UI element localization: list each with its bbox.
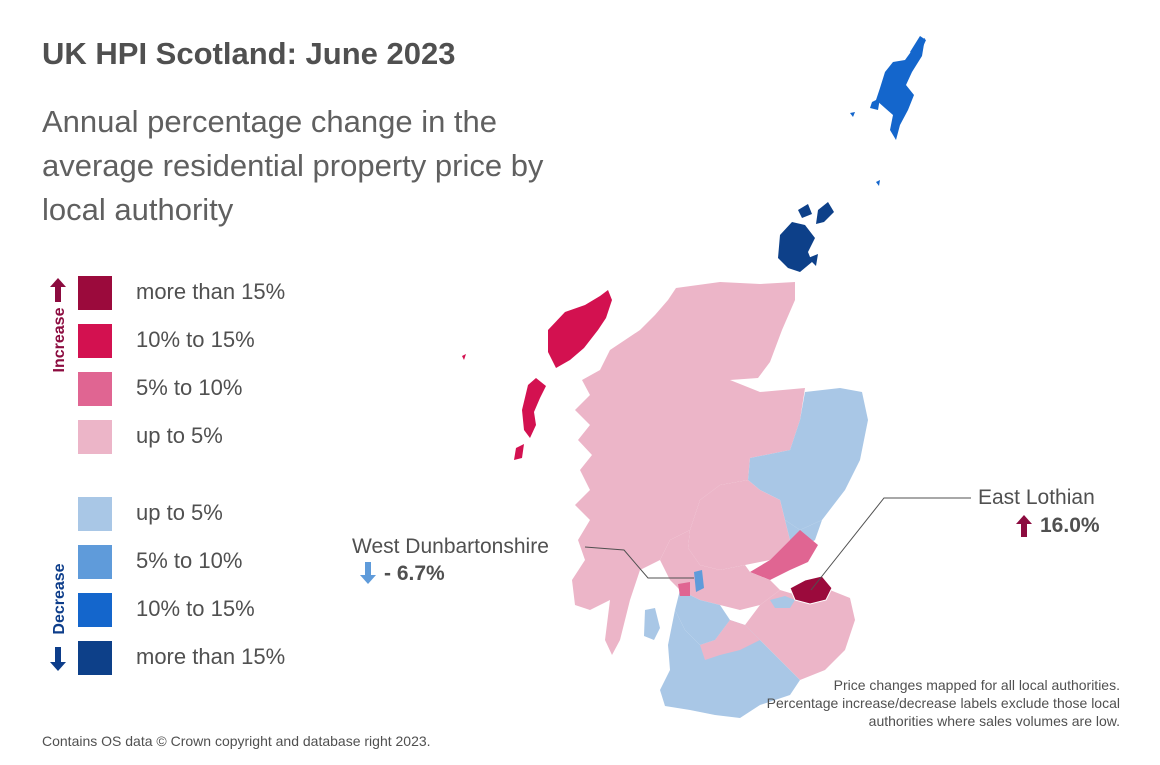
legend-label: more than 15% bbox=[136, 644, 286, 669]
edinburgh-area bbox=[770, 596, 795, 608]
legend-item-decrease-up-to-5: up to 5% bbox=[78, 497, 338, 531]
increase-arrow-icon bbox=[1016, 515, 1032, 537]
legend-swatch bbox=[78, 641, 112, 675]
legend-item-decrease-10-to-15: 10% to 15% bbox=[78, 593, 338, 627]
source-note: Contains OS data © Crown copyright and d… bbox=[42, 733, 431, 749]
western-isles bbox=[462, 290, 612, 460]
ayrshire-dumfries-region bbox=[660, 610, 800, 718]
legend-swatch bbox=[78, 420, 112, 454]
borders-region bbox=[745, 590, 855, 680]
south-lanarkshire-region bbox=[700, 620, 760, 660]
increase-arrow-icon bbox=[50, 278, 66, 302]
legend-swatch bbox=[78, 497, 112, 531]
legend-item-increase-5-to-10: 5% to 10% bbox=[78, 372, 338, 406]
fife-region bbox=[750, 530, 818, 580]
legend-swatch bbox=[78, 593, 112, 627]
map-title: UK HPI Scotland: June 2023 bbox=[42, 36, 456, 71]
callout-east-lothian-value: 16.0% bbox=[1040, 514, 1100, 537]
legend-label: 5% to 10% bbox=[136, 375, 243, 400]
method-note: Price changes mapped for all local autho… bbox=[766, 677, 1120, 729]
legend-label: up to 5% bbox=[136, 500, 223, 525]
legend-item-increase-more-than-15: more than 15% bbox=[78, 276, 338, 310]
decrease-arrow-icon bbox=[50, 647, 66, 671]
callout-west-dunbartonshire-value: - 6.7% bbox=[384, 562, 445, 585]
legend-label: more than 15% bbox=[136, 279, 286, 304]
legend-label: up to 5% bbox=[136, 423, 223, 448]
legend-swatch bbox=[78, 372, 112, 406]
legend-swatch bbox=[78, 276, 112, 310]
moray-aberdeenshire-region bbox=[748, 388, 868, 530]
legend-item-increase-up-to-5: up to 5% bbox=[78, 420, 338, 454]
arran-island bbox=[644, 608, 660, 640]
mainland-scotland bbox=[572, 282, 868, 718]
callout-east-lothian-name: East Lothian bbox=[978, 486, 1095, 509]
inverclyde-area bbox=[678, 582, 690, 596]
callout-west-dunbartonshire-name: West Dunbartonshire bbox=[352, 535, 549, 558]
legend-item-decrease-5-to-10: 5% to 10% bbox=[78, 545, 338, 579]
lanark-glasgow-region bbox=[675, 590, 730, 645]
decrease-arrow-icon bbox=[360, 562, 376, 584]
map-subtitle: Annual percentage change in the average … bbox=[42, 104, 544, 227]
shetland-islands bbox=[850, 36, 926, 186]
legend-swatch bbox=[78, 324, 112, 358]
highland-region bbox=[572, 282, 805, 655]
legend-item-increase-10-to-15: 10% to 15% bbox=[78, 324, 338, 358]
legend-label: 5% to 10% bbox=[136, 548, 243, 573]
callout-lines bbox=[584, 497, 971, 591]
legend-label: 10% to 15% bbox=[136, 596, 255, 621]
west-dunbartonshire-area bbox=[694, 570, 704, 592]
legend-label: 10% to 15% bbox=[136, 327, 255, 352]
legend-swatch bbox=[78, 545, 112, 579]
legend-item-decrease-more-than-15: more than 15% bbox=[78, 641, 338, 675]
orkney-islands bbox=[778, 202, 834, 272]
perth-kinross-region bbox=[688, 480, 790, 570]
